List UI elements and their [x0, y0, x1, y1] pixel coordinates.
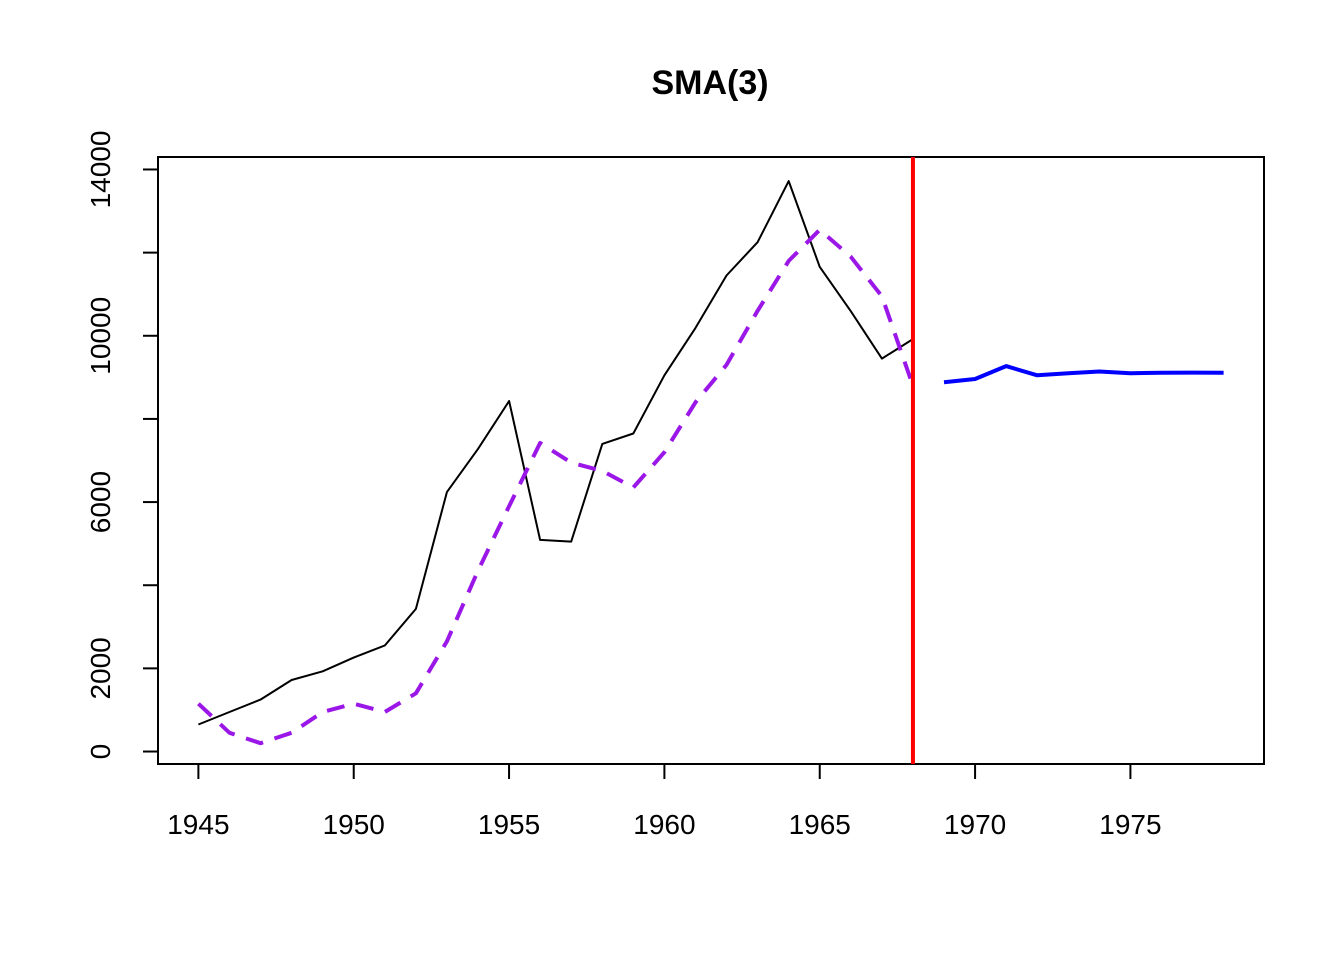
chart-title: SMA(3): [651, 64, 768, 102]
series-line-1: [198, 180, 914, 726]
x-tick-label: 1955: [478, 809, 540, 840]
x-tick-label: 1960: [633, 809, 695, 840]
x-tick-label: 1970: [944, 809, 1006, 840]
x-tick-label: 1965: [789, 809, 851, 840]
x-tick-label: 1950: [323, 809, 385, 840]
y-tick-label: 6000: [85, 471, 116, 533]
series-layer: [197, 157, 1224, 764]
y-tick-label: 0: [85, 744, 116, 760]
x-tick-label: 1945: [167, 809, 229, 840]
x-axis: 1945 1950 1955 1960 1965 1970 1975: [167, 763, 1162, 840]
y-tick-label: 10000: [85, 297, 116, 375]
x-tick-label: 1975: [1099, 809, 1161, 840]
y-tick-label: 2000: [85, 637, 116, 699]
y-tick-label: 14000: [85, 131, 116, 209]
series-line-3: [943, 364, 1224, 385]
y-axis: 0 2000 6000 10000 14000: [85, 131, 159, 760]
series-line-2: [197, 227, 915, 746]
plot-frame: [157, 156, 1265, 765]
